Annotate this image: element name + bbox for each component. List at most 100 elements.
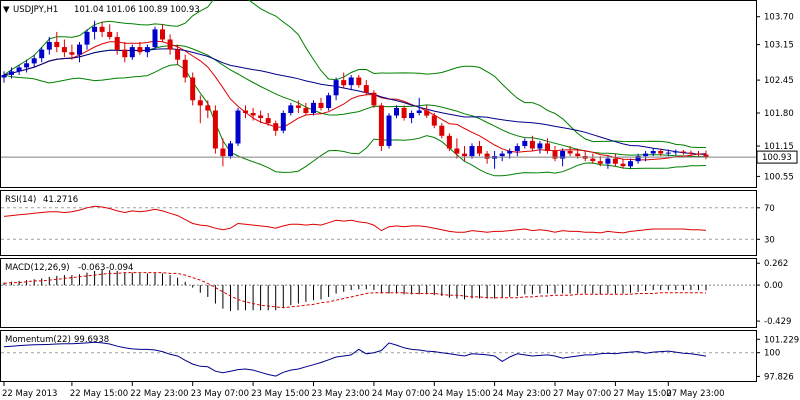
rsi-panel: 70 30 RSI(14) 41.2716 bbox=[0, 190, 775, 256]
candle-body bbox=[273, 123, 279, 131]
ohlc-close: 100.93 bbox=[170, 5, 200, 15]
candle-body bbox=[311, 102, 316, 113]
macd-tick-label: -0.429 bbox=[764, 317, 791, 327]
price-axis: 103.70 103.15 102.45 101.80 101.15 100.55 bbox=[756, 13, 794, 182]
candle-body bbox=[46, 42, 52, 50]
candle-body bbox=[77, 44, 82, 55]
momentum-value: 99.6938 bbox=[74, 335, 109, 345]
time-tick-label: 22 May 2013 bbox=[2, 389, 57, 399]
candle-body bbox=[167, 39, 173, 50]
candle-body bbox=[190, 77, 196, 101]
candle-body bbox=[84, 31, 90, 45]
time-axis: 22 May 2013 22 May 15:00 22 May 23:00 23 Ma… bbox=[2, 382, 725, 399]
candle-body bbox=[386, 115, 392, 146]
candle-body bbox=[665, 152, 671, 154]
candle-body bbox=[205, 105, 211, 111]
rsi-value: 41.2716 bbox=[43, 195, 78, 205]
moving-averages bbox=[3, 40, 707, 161]
candle-body bbox=[658, 151, 664, 154]
candle-body bbox=[409, 113, 415, 119]
candle-body bbox=[477, 146, 482, 154]
momentum-path bbox=[3, 341, 707, 377]
candle-body bbox=[401, 107, 407, 118]
candle-body bbox=[545, 143, 550, 151]
rsi-line bbox=[3, 205, 707, 234]
candle-body bbox=[597, 161, 603, 164]
candle-body bbox=[363, 85, 369, 93]
candle-body bbox=[243, 110, 248, 113]
candle-body bbox=[228, 143, 233, 157]
macd-tick-label: 0.262 bbox=[764, 259, 788, 269]
candle-body bbox=[39, 49, 45, 59]
price-tick-label: 100.55 bbox=[764, 172, 794, 182]
candle-body bbox=[182, 59, 188, 78]
price-tick-label: 101.15 bbox=[764, 142, 794, 152]
time-tick-label: 22 May 15:00 bbox=[70, 389, 128, 399]
current-price-tag-bg bbox=[756, 150, 798, 164]
momentum-label: Momentum(22) bbox=[5, 335, 71, 345]
candle-body bbox=[9, 71, 14, 75]
expand-arrow-icon[interactable]: ▼ bbox=[3, 5, 10, 15]
candle-body bbox=[416, 110, 422, 113]
candle-body bbox=[175, 49, 181, 60]
rsi-label: RSI(14) bbox=[5, 195, 36, 205]
candle-body bbox=[462, 153, 467, 157]
candle-body bbox=[288, 105, 294, 113]
candle-body bbox=[635, 156, 641, 162]
candle-body bbox=[688, 152, 694, 154]
candle-body bbox=[129, 47, 135, 58]
candle-body bbox=[514, 146, 520, 152]
candle-body bbox=[628, 161, 633, 167]
bollinger-lower bbox=[3, 64, 707, 177]
candle-body bbox=[303, 107, 309, 113]
candle-body bbox=[31, 58, 37, 64]
candle-body bbox=[696, 153, 701, 155]
time-tick-label: 24 May 23:00 bbox=[493, 389, 551, 399]
candle-body bbox=[469, 146, 475, 157]
candle-body bbox=[620, 163, 626, 167]
candle-body bbox=[295, 105, 301, 108]
candle-body bbox=[356, 77, 362, 86]
candle-body bbox=[250, 113, 256, 116]
sma-red-line bbox=[3, 40, 707, 161]
candle-body bbox=[197, 100, 203, 106]
time-tick-label: 23 May 23:00 bbox=[312, 389, 370, 399]
time-tick-label: 27 May 23:00 bbox=[666, 389, 724, 399]
macd-histogram bbox=[3, 270, 707, 312]
macd-tick-label: 0.00 bbox=[764, 281, 783, 291]
candle-body bbox=[152, 29, 158, 48]
time-tick-label: 23 May 07:00 bbox=[191, 389, 249, 399]
macd-label: MACD(12,26,9) bbox=[5, 263, 70, 273]
candle-body bbox=[280, 113, 286, 131]
symbol-timeframe: USDJPY,H1 bbox=[13, 5, 58, 15]
candle-body bbox=[703, 154, 709, 158]
ohlc-high: 101.06 bbox=[106, 5, 136, 15]
sma-blue-line bbox=[3, 48, 707, 155]
candle-body bbox=[220, 148, 226, 157]
time-tick-label: 22 May 23:00 bbox=[130, 389, 188, 399]
candle-body bbox=[507, 151, 513, 154]
candle-body bbox=[333, 80, 339, 96]
candle-body bbox=[484, 153, 490, 159]
candle-body bbox=[61, 47, 67, 53]
candle-body bbox=[212, 110, 218, 149]
candle-body bbox=[643, 153, 649, 157]
candle-body bbox=[424, 110, 430, 116]
price-panel-frame bbox=[0, 0, 757, 188]
rsi-tick-label: 30 bbox=[764, 235, 775, 245]
candle-body bbox=[144, 47, 150, 53]
time-tick-label: 24 May 15:00 bbox=[432, 389, 490, 399]
candle-body bbox=[137, 47, 143, 53]
current-price-tag-text: 100.93 bbox=[762, 153, 792, 163]
price-panel: 103.70 103.15 102.45 101.80 101.15 100.55 100… bbox=[0, 0, 798, 188]
candle-body bbox=[318, 102, 324, 108]
price-tick-label: 101.80 bbox=[764, 109, 794, 119]
candle-body bbox=[114, 37, 120, 50]
price-tick-label: 102.45 bbox=[764, 76, 794, 86]
candle-body bbox=[575, 153, 581, 157]
momentum-tick-label: 100 bbox=[764, 349, 780, 359]
candle-body bbox=[560, 151, 566, 159]
